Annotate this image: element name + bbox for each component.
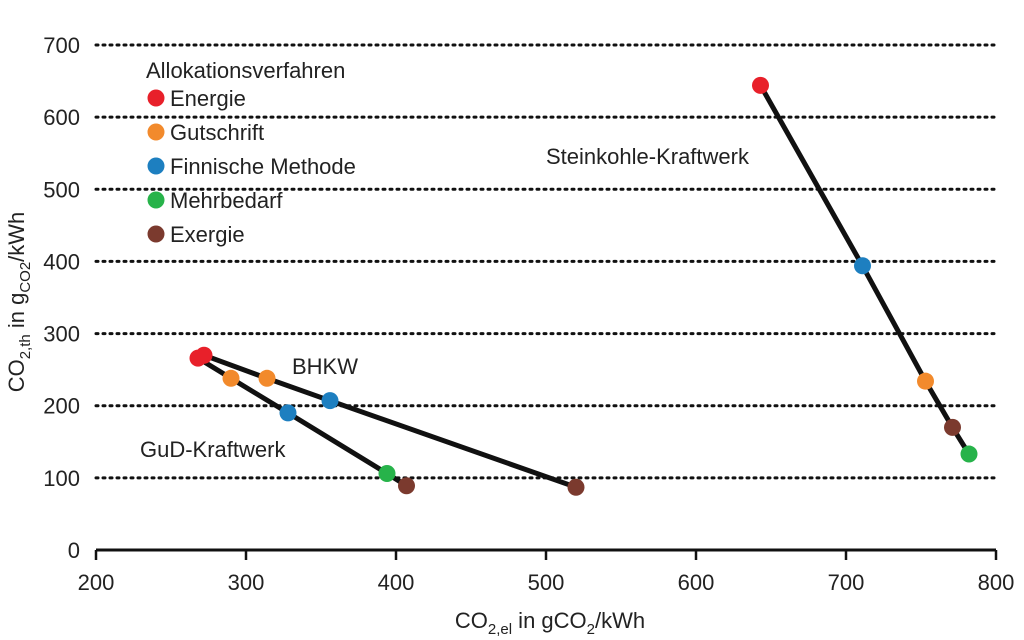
x-tick-label: 300 xyxy=(228,570,265,595)
data-point xyxy=(222,369,240,387)
x-axis-title: CO2,el in gCO2/kWh xyxy=(455,608,645,638)
y-tick-label: 700 xyxy=(43,33,80,58)
data-points xyxy=(189,76,978,496)
data-point xyxy=(279,404,297,422)
data-point xyxy=(398,477,415,495)
legend-label: Finnische Methode xyxy=(170,154,356,179)
y-axis-title: CO2,th in gCO2/kWh xyxy=(4,212,34,393)
grid-lines xyxy=(94,43,998,480)
axes: 0 100 200 300 400 500 600 700 200 300 400 500 600 700… xyxy=(43,33,1014,595)
y-tick-label: 100 xyxy=(43,466,80,491)
x-tick-label: 600 xyxy=(678,570,715,595)
legend-label: Gutschrift xyxy=(170,120,264,145)
legend: Allokationsverfahren Energie Gutschrift Fin… xyxy=(146,58,356,247)
x-tick-label: 800 xyxy=(978,570,1015,595)
y-tick-label: 0 xyxy=(68,538,80,563)
data-point xyxy=(321,392,339,410)
legend-label: Energie xyxy=(170,86,246,111)
y-tick-label: 600 xyxy=(43,105,80,130)
legend-label: Mehrbedarf xyxy=(170,188,283,213)
series-label: Steinkohle-Kraftwerk xyxy=(546,144,750,169)
data-point xyxy=(378,465,396,483)
series-line-2 xyxy=(203,352,577,490)
data-point xyxy=(944,418,961,436)
y-tick-label: 500 xyxy=(43,177,80,202)
legend-marker xyxy=(147,123,165,141)
series-label: BHKW xyxy=(292,354,358,379)
legend-label: Exergie xyxy=(170,222,245,247)
data-point xyxy=(960,445,978,463)
x-tick-label: 700 xyxy=(828,570,865,595)
series-label: GuD-Kraftwerk xyxy=(140,437,286,462)
series-annotations: Steinkohle-Kraftwerk BHKW GuD-Kraftwerk xyxy=(140,144,750,462)
data-point xyxy=(854,257,871,275)
data-point xyxy=(189,349,207,367)
data-point xyxy=(258,369,276,387)
data-point xyxy=(917,372,934,390)
y-tick-label: 200 xyxy=(43,394,80,419)
legend-marker xyxy=(147,225,165,243)
y-tick-label: 300 xyxy=(43,322,80,347)
data-point xyxy=(567,478,585,496)
y-tick-label: 400 xyxy=(43,249,80,274)
legend-marker xyxy=(147,157,165,175)
x-tick-label: 400 xyxy=(378,570,415,595)
x-tick-label: 200 xyxy=(78,570,115,595)
data-point xyxy=(752,76,769,94)
x-tick-label: 500 xyxy=(528,570,565,595)
legend-title: Allokationsverfahren xyxy=(146,58,345,83)
legend-marker xyxy=(147,191,165,209)
legend-marker xyxy=(147,89,165,107)
